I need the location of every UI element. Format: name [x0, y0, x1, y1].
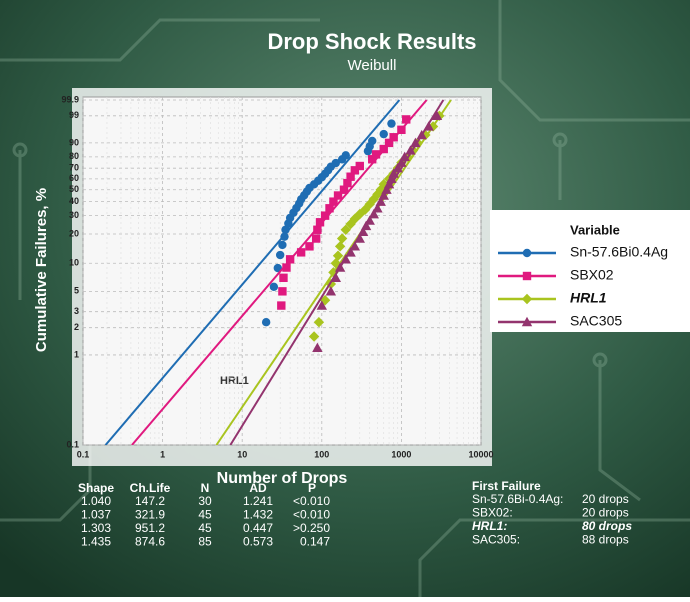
table-cell: 0.573	[243, 535, 273, 549]
data-point	[380, 130, 388, 138]
table-cell: 1.037	[81, 508, 111, 522]
first-failure-cell: 20 drops	[582, 492, 629, 506]
y-tick-label: 60	[69, 173, 79, 183]
y-tick-label: 20	[69, 228, 79, 238]
x-tick-label: 10000	[468, 449, 493, 459]
first-failure-cell: 80 drops	[582, 519, 632, 533]
y-tick-label: 2	[74, 322, 79, 332]
y-tick-label: 1	[74, 349, 79, 359]
x-axis-label: Number of Drops	[217, 470, 348, 487]
first-failure-title: First Failure	[472, 479, 541, 493]
data-point	[297, 248, 305, 256]
data-point	[277, 301, 285, 309]
data-point	[356, 162, 364, 170]
first-failure-cell: 20 drops	[582, 506, 629, 520]
data-point	[402, 115, 410, 123]
table-cell: 147.2	[135, 494, 165, 508]
y-tick-label: 80	[69, 151, 79, 161]
table-cell: 1.432	[243, 508, 273, 522]
data-point	[523, 249, 531, 257]
y-tick-label: 99	[69, 110, 79, 120]
data-point	[342, 151, 350, 159]
legend-title: Variable	[570, 222, 620, 237]
table-header: AD	[249, 481, 267, 495]
y-tick-label: 30	[69, 210, 79, 220]
data-point	[282, 263, 290, 271]
x-tick-label: 100	[314, 449, 329, 459]
table-header: N	[201, 481, 210, 495]
data-point	[270, 283, 278, 291]
data-point	[279, 274, 287, 282]
data-point	[312, 234, 320, 242]
table-cell: >0.250	[293, 521, 330, 535]
data-point	[286, 255, 294, 263]
table-cell: 321.9	[135, 508, 165, 522]
y-tick-label: 70	[69, 163, 79, 173]
table-cell: <0.010	[293, 508, 330, 522]
data-point	[262, 318, 270, 326]
chart-subtitle: Weibull	[348, 57, 397, 74]
table-cell: 45	[198, 508, 212, 522]
x-tick-label: 10	[237, 449, 247, 459]
y-tick-label: 3	[74, 306, 79, 316]
table-cell: 0.147	[300, 535, 330, 549]
table-cell: 874.6	[135, 535, 165, 549]
x-tick-label: 1	[160, 449, 165, 459]
y-tick-label: 40	[69, 196, 79, 206]
x-tick-label: 0.1	[77, 449, 90, 459]
first-failure-cell: SAC305:	[472, 533, 520, 547]
first-failure-cell: 88 drops	[582, 533, 629, 547]
legend-label: SAC305	[570, 313, 622, 329]
table-cell: 45	[198, 521, 212, 535]
data-point	[276, 251, 284, 259]
chart-title: Drop Shock Results	[267, 29, 476, 54]
data-point	[387, 119, 395, 127]
data-point	[372, 150, 380, 158]
y-tick-label: 10	[69, 258, 79, 268]
data-point	[368, 137, 376, 145]
y-tick-label: 90	[69, 137, 79, 147]
y-tick-label: 5	[74, 286, 79, 296]
first-failure-cell: HRL1:	[472, 519, 507, 533]
chart: Drop Shock Results Weibull Cumulative Fa…	[0, 0, 690, 597]
data-point	[389, 133, 397, 141]
data-point	[305, 242, 313, 250]
table-cell: 951.2	[135, 521, 165, 535]
data-point	[313, 226, 321, 234]
first-failure-cell: SBX02:	[472, 506, 513, 520]
table-cell: <0.010	[293, 494, 330, 508]
data-point	[523, 272, 531, 280]
table-header: P	[308, 481, 316, 495]
data-point	[278, 287, 286, 295]
table-cell: 30	[198, 494, 212, 508]
table-cell: 1.435	[81, 535, 111, 549]
y-tick-label: 50	[69, 184, 79, 194]
x-tick-label: 1000	[391, 449, 411, 459]
table-cell: 1.040	[81, 494, 111, 508]
legend-label: Sn-57.6Bi0.4Ag	[570, 244, 668, 260]
table-cell: 1.241	[243, 494, 273, 508]
data-point	[397, 126, 405, 134]
y-axis-label: Cumulative Failures, %	[33, 188, 50, 352]
table-header: Shape	[78, 481, 114, 495]
annotation: HRL1	[220, 375, 249, 387]
first-failure-cell: Sn-57.6Bi-0.4Ag:	[472, 492, 563, 506]
page: {"chart_data": { "type": "weibull", "tit…	[0, 0, 690, 597]
plot-area	[83, 97, 481, 445]
data-point	[321, 211, 329, 219]
legend-label: HRL1	[570, 290, 607, 306]
legend-label: SBX02	[570, 267, 614, 283]
table-header: Ch.Life	[130, 481, 171, 495]
table-cell: 1.303	[81, 521, 111, 535]
data-point	[278, 241, 286, 249]
y-tick-label: 99.9	[61, 94, 79, 104]
table-cell: 85	[198, 535, 212, 549]
table-cell: 0.447	[243, 521, 273, 535]
y-tick-label: 0.1	[66, 439, 79, 449]
